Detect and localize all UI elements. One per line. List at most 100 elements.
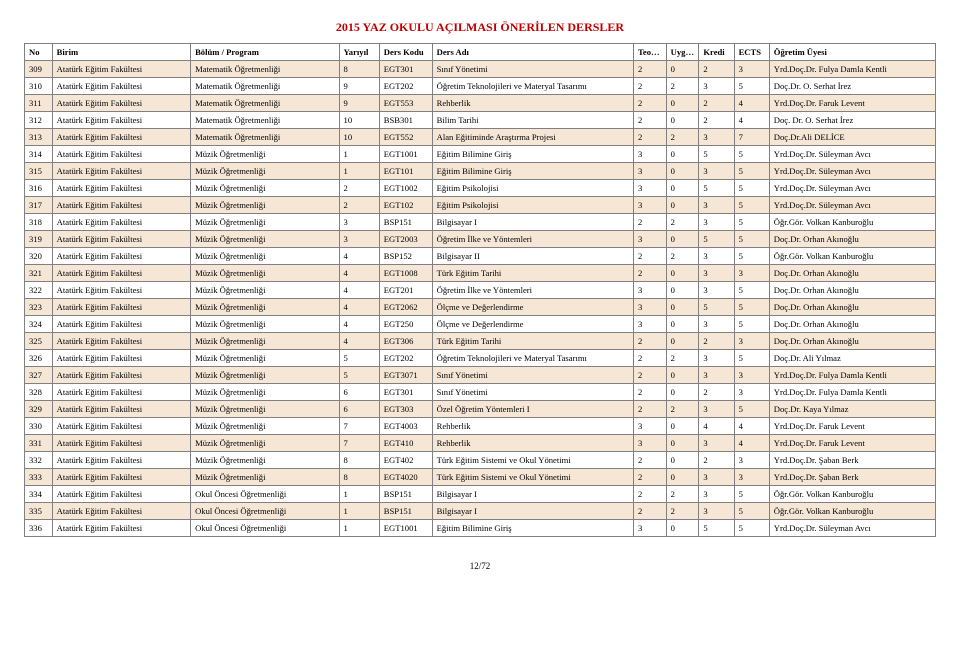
cell-no: 334 xyxy=(25,486,53,503)
cell-kod: BSB301 xyxy=(379,112,432,129)
table-row: 324Atatürk Eğitim FakültesiMüzik Öğretme… xyxy=(25,316,936,333)
cell-kredi: 3 xyxy=(699,214,734,231)
cell-ad: Bilgisayar I xyxy=(432,503,633,520)
cell-uyesi: Doç.Dr. Orhan Akınoğlu xyxy=(769,231,935,248)
cell-uyg: 0 xyxy=(666,163,699,180)
cell-ad: Ölçme ve Değerlendirme xyxy=(432,316,633,333)
cell-ects: 5 xyxy=(734,520,769,537)
cell-uyg: 0 xyxy=(666,95,699,112)
cell-uyesi: Doç.Dr.Ali DELİCE xyxy=(769,129,935,146)
course-table: No Birim Bölüm / Program Yarıyıl Ders Ko… xyxy=(24,43,936,537)
cell-teo: 2 xyxy=(633,248,666,265)
cell-uyesi: Yrd.Doç.Dr. Fulya Damla Kentli xyxy=(769,61,935,78)
cell-prog: Müzik Öğretmenliği xyxy=(191,418,339,435)
cell-ad: Bilgisayar II xyxy=(432,248,633,265)
cell-no: 316 xyxy=(25,180,53,197)
col-kredi: Kredi xyxy=(699,44,734,61)
cell-kod: EGT101 xyxy=(379,163,432,180)
cell-ad: Sınıf Yönetimi xyxy=(432,367,633,384)
cell-uyesi: Öğr.Gör. Volkan Kanburoğlu xyxy=(769,503,935,520)
cell-teo: 2 xyxy=(633,265,666,282)
cell-teo: 3 xyxy=(633,418,666,435)
cell-ad: Rehberlik xyxy=(432,95,633,112)
cell-uyg: 0 xyxy=(666,520,699,537)
cell-uyesi: Öğr.Gör. Volkan Kanburoğlu xyxy=(769,248,935,265)
cell-teo: 2 xyxy=(633,78,666,95)
cell-uyg: 0 xyxy=(666,333,699,350)
cell-uyesi: Doç.Dr. Orhan Akınoğlu xyxy=(769,316,935,333)
cell-ad: Eğitim Psikolojisi xyxy=(432,197,633,214)
table-row: 329Atatürk Eğitim FakültesiMüzik Öğretme… xyxy=(25,401,936,418)
cell-no: 319 xyxy=(25,231,53,248)
col-ad: Ders Adı xyxy=(432,44,633,61)
cell-birim: Atatürk Eğitim Fakültesi xyxy=(52,248,190,265)
cell-no: 325 xyxy=(25,333,53,350)
cell-yariyil: 5 xyxy=(339,367,379,384)
cell-ects: 5 xyxy=(734,486,769,503)
cell-teo: 2 xyxy=(633,214,666,231)
cell-birim: Atatürk Eğitim Fakültesi xyxy=(52,78,190,95)
cell-uyg: 0 xyxy=(666,146,699,163)
cell-no: 333 xyxy=(25,469,53,486)
cell-yariyil: 1 xyxy=(339,486,379,503)
col-birim: Birim xyxy=(52,44,190,61)
cell-yariyil: 3 xyxy=(339,214,379,231)
cell-uyg: 2 xyxy=(666,486,699,503)
cell-yariyil: 4 xyxy=(339,333,379,350)
table-row: 336Atatürk Eğitim FakültesiOkul Öncesi Ö… xyxy=(25,520,936,537)
cell-birim: Atatürk Eğitim Fakültesi xyxy=(52,61,190,78)
cell-uyesi: Öğr.Gör. Volkan Kanburoğlu xyxy=(769,486,935,503)
cell-uyg: 2 xyxy=(666,129,699,146)
cell-teo: 3 xyxy=(633,146,666,163)
cell-prog: Müzik Öğretmenliği xyxy=(191,231,339,248)
table-row: 334Atatürk Eğitim FakültesiOkul Öncesi Ö… xyxy=(25,486,936,503)
cell-kod: EGT1001 xyxy=(379,146,432,163)
cell-birim: Atatürk Eğitim Fakültesi xyxy=(52,452,190,469)
cell-ects: 5 xyxy=(734,401,769,418)
cell-uyg: 0 xyxy=(666,282,699,299)
cell-kod: EGT552 xyxy=(379,129,432,146)
table-row: 313Atatürk Eğitim FakültesiMatematik Öğr… xyxy=(25,129,936,146)
cell-prog: Müzik Öğretmenliği xyxy=(191,384,339,401)
cell-kod: EGT301 xyxy=(379,61,432,78)
cell-ects: 7 xyxy=(734,129,769,146)
cell-kredi: 5 xyxy=(699,520,734,537)
cell-kredi: 2 xyxy=(699,61,734,78)
cell-no: 327 xyxy=(25,367,53,384)
cell-kod: EGT202 xyxy=(379,78,432,95)
cell-prog: Müzik Öğretmenliği xyxy=(191,469,339,486)
table-row: 321Atatürk Eğitim FakültesiMüzik Öğretme… xyxy=(25,265,936,282)
col-uyesi: Öğretim Üyesi xyxy=(769,44,935,61)
table-row: 326Atatürk Eğitim FakültesiMüzik Öğretme… xyxy=(25,350,936,367)
cell-ects: 5 xyxy=(734,316,769,333)
table-row: 325Atatürk Eğitim FakültesiMüzik Öğretme… xyxy=(25,333,936,350)
cell-teo: 2 xyxy=(633,112,666,129)
cell-uyg: 0 xyxy=(666,299,699,316)
table-row: 311Atatürk Eğitim FakültesiMatematik Öğr… xyxy=(25,95,936,112)
cell-teo: 3 xyxy=(633,299,666,316)
cell-uyg: 0 xyxy=(666,469,699,486)
cell-uyg: 2 xyxy=(666,248,699,265)
cell-birim: Atatürk Eğitim Fakültesi xyxy=(52,214,190,231)
cell-yariyil: 4 xyxy=(339,316,379,333)
cell-uyesi: Doç.Dr. Kaya Yılmaz xyxy=(769,401,935,418)
cell-kredi: 3 xyxy=(699,350,734,367)
cell-ad: Öğretim İlke ve Yöntemleri xyxy=(432,231,633,248)
cell-no: 320 xyxy=(25,248,53,265)
cell-teo: 3 xyxy=(633,520,666,537)
cell-no: 328 xyxy=(25,384,53,401)
cell-kod: EGT4003 xyxy=(379,418,432,435)
cell-no: 312 xyxy=(25,112,53,129)
table-row: 331Atatürk Eğitim FakültesiMüzik Öğretme… xyxy=(25,435,936,452)
cell-ects: 5 xyxy=(734,282,769,299)
cell-kod: EGT2062 xyxy=(379,299,432,316)
cell-uyg: 0 xyxy=(666,367,699,384)
cell-uyg: 0 xyxy=(666,418,699,435)
cell-prog: Müzik Öğretmenliği xyxy=(191,401,339,418)
cell-yariyil: 1 xyxy=(339,146,379,163)
cell-birim: Atatürk Eğitim Fakültesi xyxy=(52,333,190,350)
cell-kredi: 5 xyxy=(699,180,734,197)
cell-birim: Atatürk Eğitim Fakültesi xyxy=(52,316,190,333)
cell-ects: 5 xyxy=(734,503,769,520)
col-yariyil: Yarıyıl xyxy=(339,44,379,61)
